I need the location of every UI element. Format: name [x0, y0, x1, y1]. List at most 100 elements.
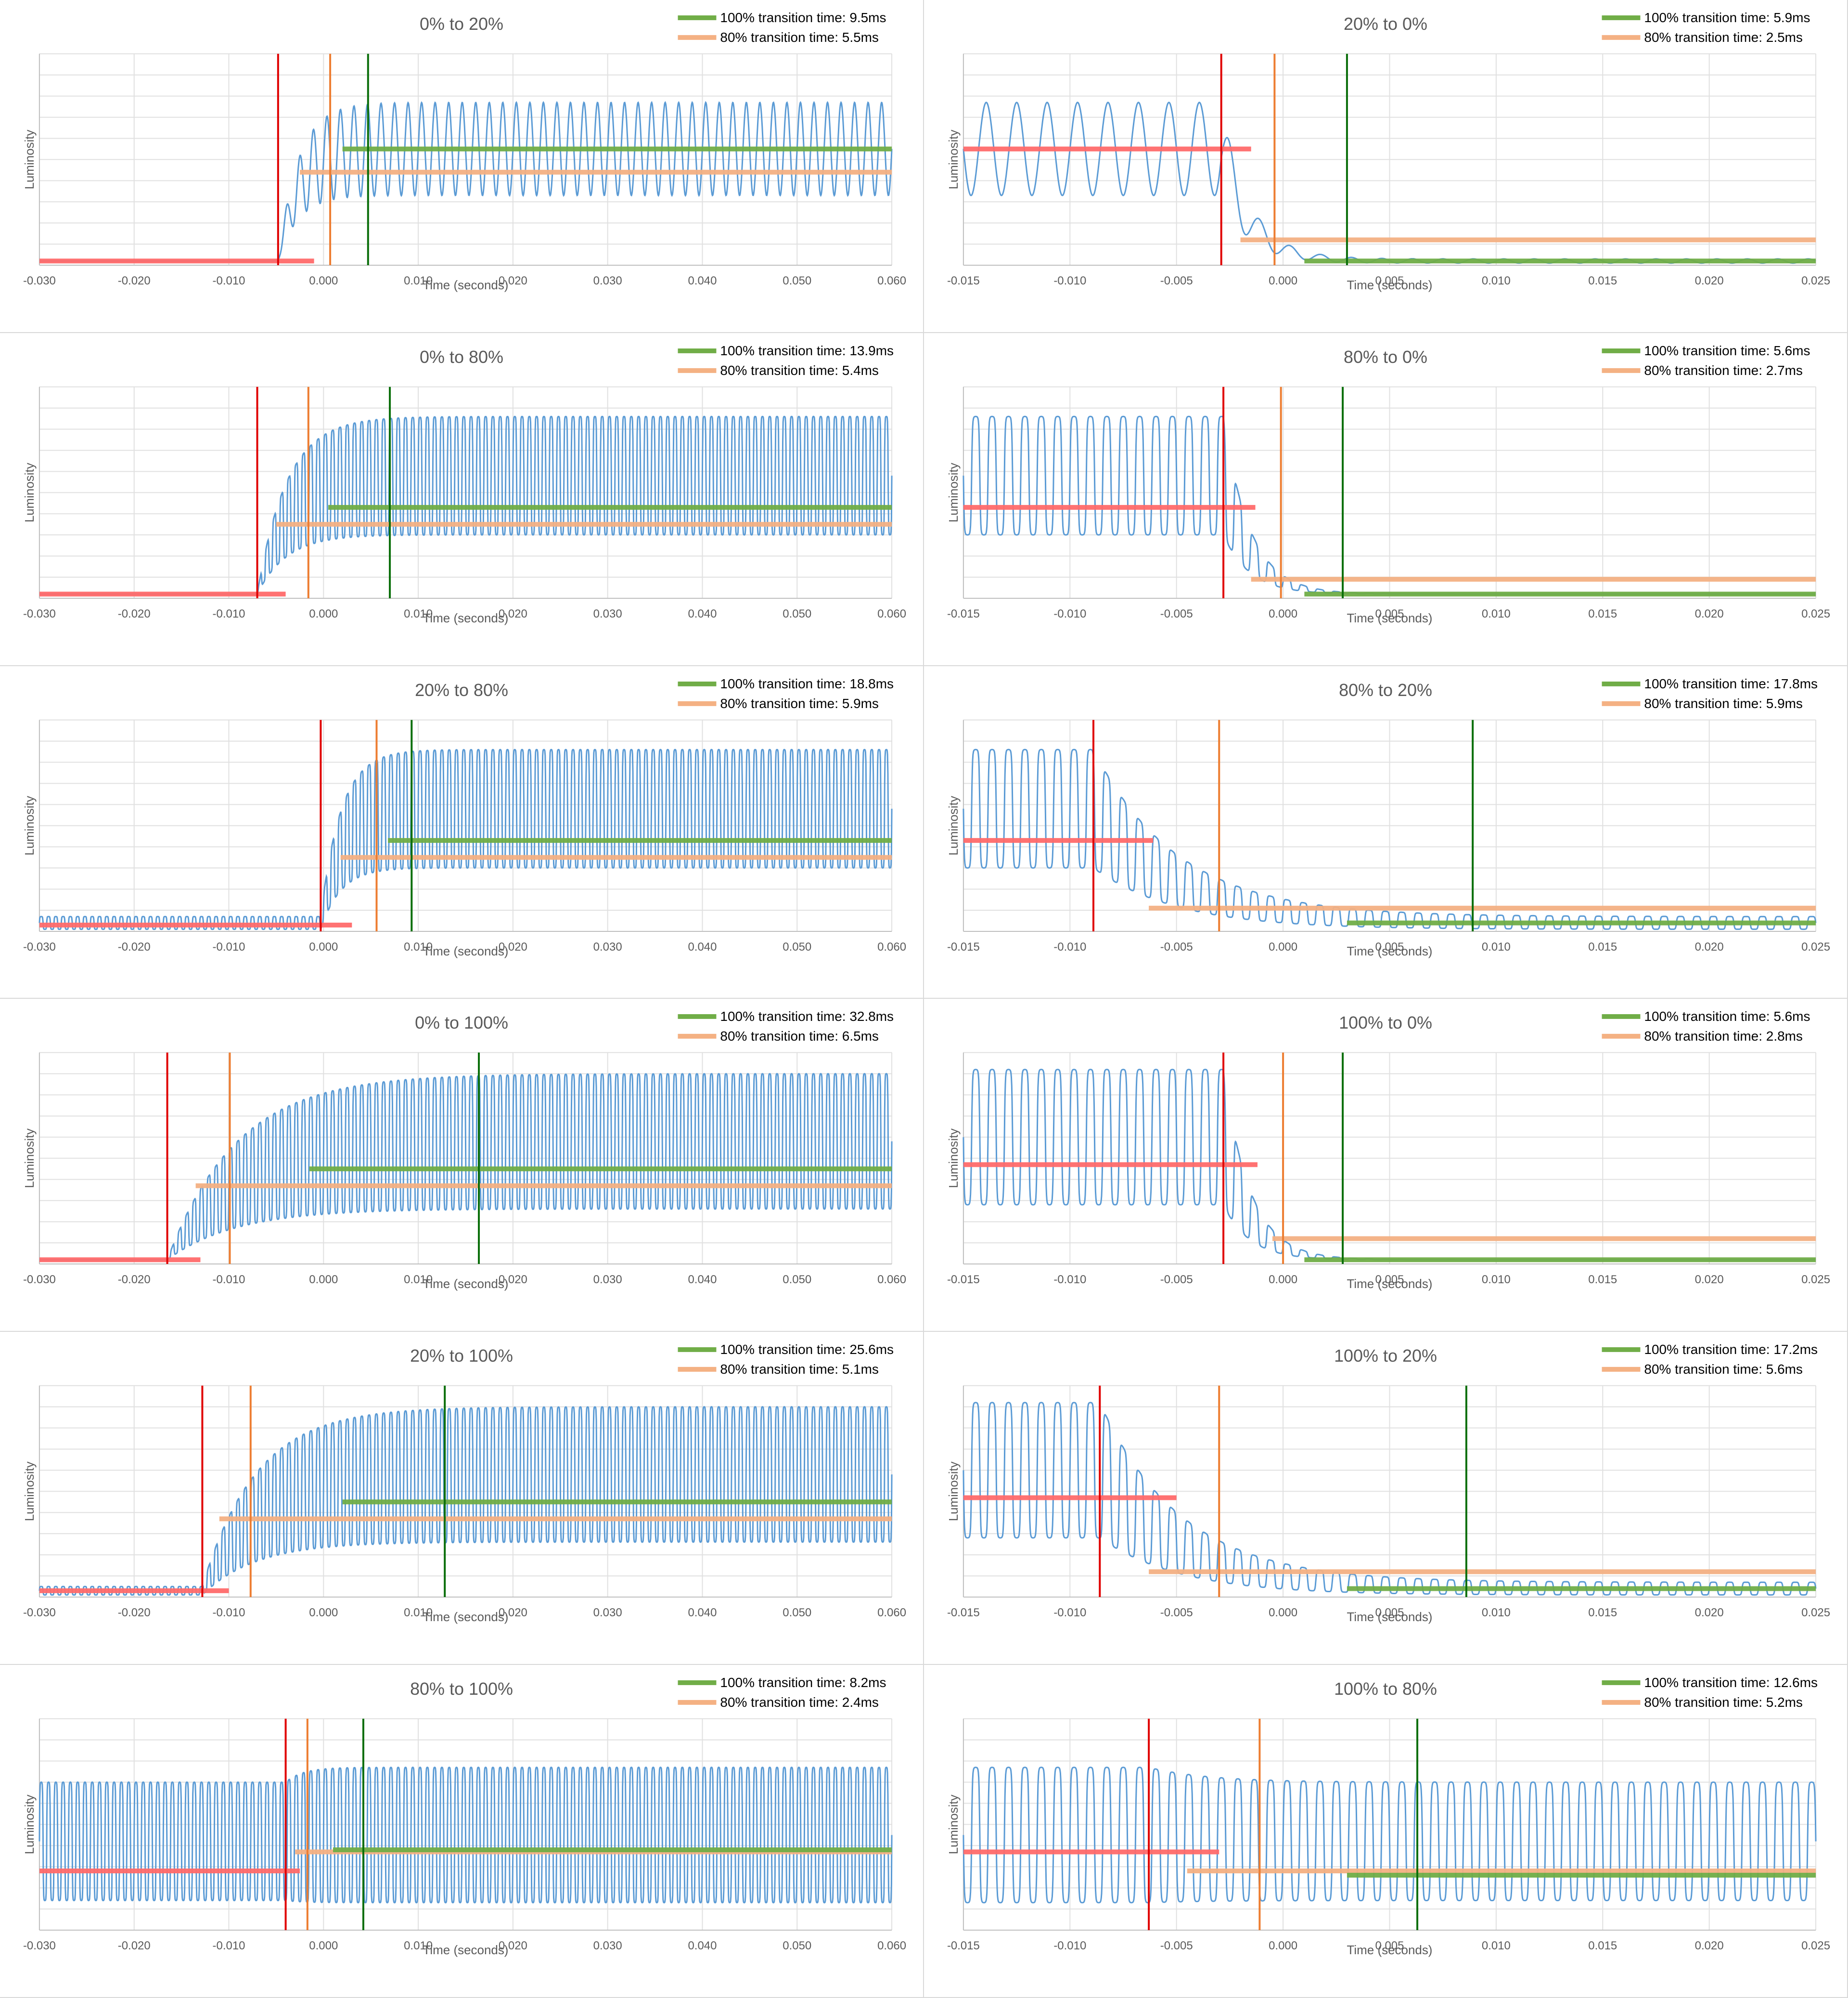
legend-label-80-percent: 80% transition time: 5.4ms — [720, 363, 878, 378]
legend-label-80-percent: 80% transition time: 5.9ms — [1644, 696, 1802, 710]
x-tick-label: 0.025 — [1801, 1273, 1830, 1286]
x-tick-label: 0.040 — [688, 274, 717, 287]
x-tick-label: 0.040 — [688, 1939, 717, 1952]
x-tick-label: 0.020 — [499, 1606, 527, 1619]
y-axis-title: Luminosity — [946, 796, 961, 855]
x-tick-label: 0.020 — [499, 274, 527, 287]
legend: 100% transition time: 8.2ms 80% transitio… — [678, 1675, 886, 1710]
x-tick-label: -0.005 — [1160, 941, 1193, 954]
luminosity-signal-line — [38, 1766, 893, 1904]
x-tick-label: 0.020 — [499, 1273, 527, 1286]
x-tick-label: 0.015 — [1588, 607, 1617, 620]
chart-title: 0% to 20% — [420, 14, 503, 34]
legend-label-100-percent: 100% transition time: 18.8ms — [720, 676, 894, 691]
y-axis-title: Luminosity — [946, 1129, 961, 1188]
y-axis-title: Luminosity — [22, 1129, 37, 1188]
legend: 100% transition time: 32.8ms 80% transiti… — [678, 1009, 894, 1044]
x-tick-label: -0.005 — [1160, 1939, 1193, 1952]
luminosity-signal-line — [39, 101, 893, 262]
x-tick-label: 0.000 — [1269, 274, 1297, 287]
chart-panel: -0.030 -0.020 -0.010 0.000 0.010 0.020 0.030 0.… — [0, 999, 924, 1332]
chart-svg: -0.015 -0.010 -0.005 0.000 0.005 0.010 0.015 0.… — [946, 343, 1830, 625]
x-tick-label: -0.020 — [118, 1939, 151, 1952]
legend-label-100-percent: 100% transition time: 17.8ms — [1644, 676, 1818, 691]
luminosity-signal-line — [962, 1402, 1817, 1596]
chart-title: 100% to 0% — [1339, 1013, 1432, 1032]
legend: 100% transition time: 18.8ms 80% transiti… — [678, 676, 894, 710]
x-axis-title: Time (seconds) — [423, 611, 509, 625]
chart-svg: -0.015 -0.010 -0.005 0.000 0.005 0.010 0.015 0.… — [946, 1342, 1830, 1624]
x-axis-title: Time (seconds) — [1347, 1610, 1433, 1624]
luminosity-signal-line — [962, 1766, 1817, 1904]
x-tick-label: -0.010 — [1053, 1606, 1086, 1619]
x-tick-label: -0.005 — [1160, 1273, 1193, 1286]
legend-label-80-percent: 80% transition time: 6.5ms — [720, 1029, 878, 1044]
x-tick-label: 0.020 — [1695, 607, 1724, 620]
legend: 100% transition time: 25.6ms 80% transiti… — [678, 1342, 894, 1377]
x-tick-label: 0.005 — [1375, 607, 1404, 620]
legend-label-100-percent: 100% transition time: 8.2ms — [720, 1675, 886, 1690]
legend-label-80-percent: 80% transition time: 5.1ms — [720, 1362, 878, 1377]
x-tick-label: 0.025 — [1801, 941, 1830, 954]
legend-label-80-percent: 80% transition time: 5.5ms — [720, 30, 878, 45]
x-tick-label: 0.010 — [1482, 1606, 1511, 1619]
x-tick-label: -0.010 — [1053, 941, 1086, 954]
x-tick-label: -0.015 — [947, 941, 980, 954]
x-tick-label: 0.040 — [688, 941, 717, 954]
luminosity-signal-line — [962, 748, 1817, 930]
gridlines — [962, 719, 1817, 931]
x-tick-label: 0.040 — [688, 1273, 717, 1286]
x-tick-label: -0.005 — [1160, 607, 1193, 620]
x-tick-label: 0.030 — [593, 1606, 622, 1619]
x-tick-label: 0.050 — [783, 607, 811, 620]
x-tick-label: -0.010 — [213, 1606, 245, 1619]
y-axis-title: Luminosity — [22, 796, 37, 855]
x-tick-label: 0.020 — [1695, 1939, 1724, 1952]
legend: 100% transition time: 5.9ms 80% transitio… — [1602, 10, 1810, 45]
x-tick-label: -0.015 — [947, 1606, 980, 1619]
chart-svg: -0.030 -0.020 -0.010 0.000 0.010 0.020 0.030 0.… — [22, 676, 906, 958]
chart-title: 80% to 20% — [1339, 680, 1432, 699]
chart-panel: -0.030 -0.020 -0.010 0.000 0.010 0.020 0.030 0.… — [0, 1664, 924, 1998]
gridlines — [962, 1052, 1817, 1264]
legend-label-80-percent: 80% transition time: 2.7ms — [1644, 363, 1802, 378]
x-tick-label: 0.000 — [1269, 1606, 1297, 1619]
x-tick-label: -0.010 — [1053, 1273, 1086, 1286]
x-axis-title: Time (seconds) — [1347, 278, 1433, 292]
x-tick-label: 0.010 — [404, 274, 433, 287]
x-tick-label: 0.030 — [593, 1939, 622, 1952]
x-tick-label: 0.050 — [783, 1939, 811, 1952]
x-tick-label: 0.010 — [1482, 274, 1511, 287]
x-tick-label: 0.000 — [309, 941, 338, 954]
x-axis-title: Time (seconds) — [423, 278, 509, 292]
x-tick-label: 0.025 — [1801, 607, 1830, 620]
x-axis-title: Time (seconds) — [1347, 1943, 1433, 1957]
x-tick-label: 0.015 — [1588, 941, 1617, 954]
x-tick-label: -0.010 — [213, 274, 245, 287]
chart-panel: -0.030 -0.020 -0.010 0.000 0.010 0.020 0.030 0.… — [0, 0, 924, 333]
x-tick-label: 0.030 — [593, 1273, 622, 1286]
x-tick-label: 0.060 — [877, 941, 906, 954]
x-tick-label: 0.010 — [404, 1606, 433, 1619]
gridlines — [962, 1385, 1817, 1598]
chart-panel: -0.015 -0.010 -0.005 0.000 0.005 0.010 0.015 0.… — [924, 1332, 1848, 1665]
x-tick-label: -0.030 — [23, 1273, 56, 1286]
x-tick-label: 0.005 — [1375, 1273, 1404, 1286]
legend: 100% transition time: 17.2ms 80% transiti… — [1602, 1342, 1818, 1377]
legend: 100% transition time: 5.6ms 80% transitio… — [1602, 343, 1810, 378]
x-tick-label: 0.000 — [309, 607, 338, 620]
legend: 100% transition time: 13.9ms 80% transiti… — [678, 343, 894, 378]
chart-svg: -0.030 -0.020 -0.010 0.000 0.010 0.020 0.030 0.… — [22, 1342, 906, 1624]
legend: 100% transition time: 17.8ms 80% transiti… — [1602, 676, 1818, 710]
chart-panel: -0.015 -0.010 -0.005 0.000 0.005 0.010 0.015 0.… — [924, 666, 1848, 999]
gridlines — [962, 53, 1817, 266]
x-tick-label: 0.000 — [1269, 941, 1297, 954]
x-tick-label: -0.030 — [23, 941, 56, 954]
chart-panel: -0.030 -0.020 -0.010 0.000 0.010 0.020 0.030 0.… — [0, 666, 924, 999]
x-tick-label: 0.025 — [1801, 274, 1830, 287]
x-tick-label: 0.000 — [309, 1273, 338, 1286]
y-axis-title: Luminosity — [946, 129, 961, 189]
x-tick-label: 0.005 — [1375, 274, 1404, 287]
chart-title: 100% to 80% — [1334, 1679, 1437, 1699]
x-axis-title: Time (seconds) — [423, 944, 509, 958]
